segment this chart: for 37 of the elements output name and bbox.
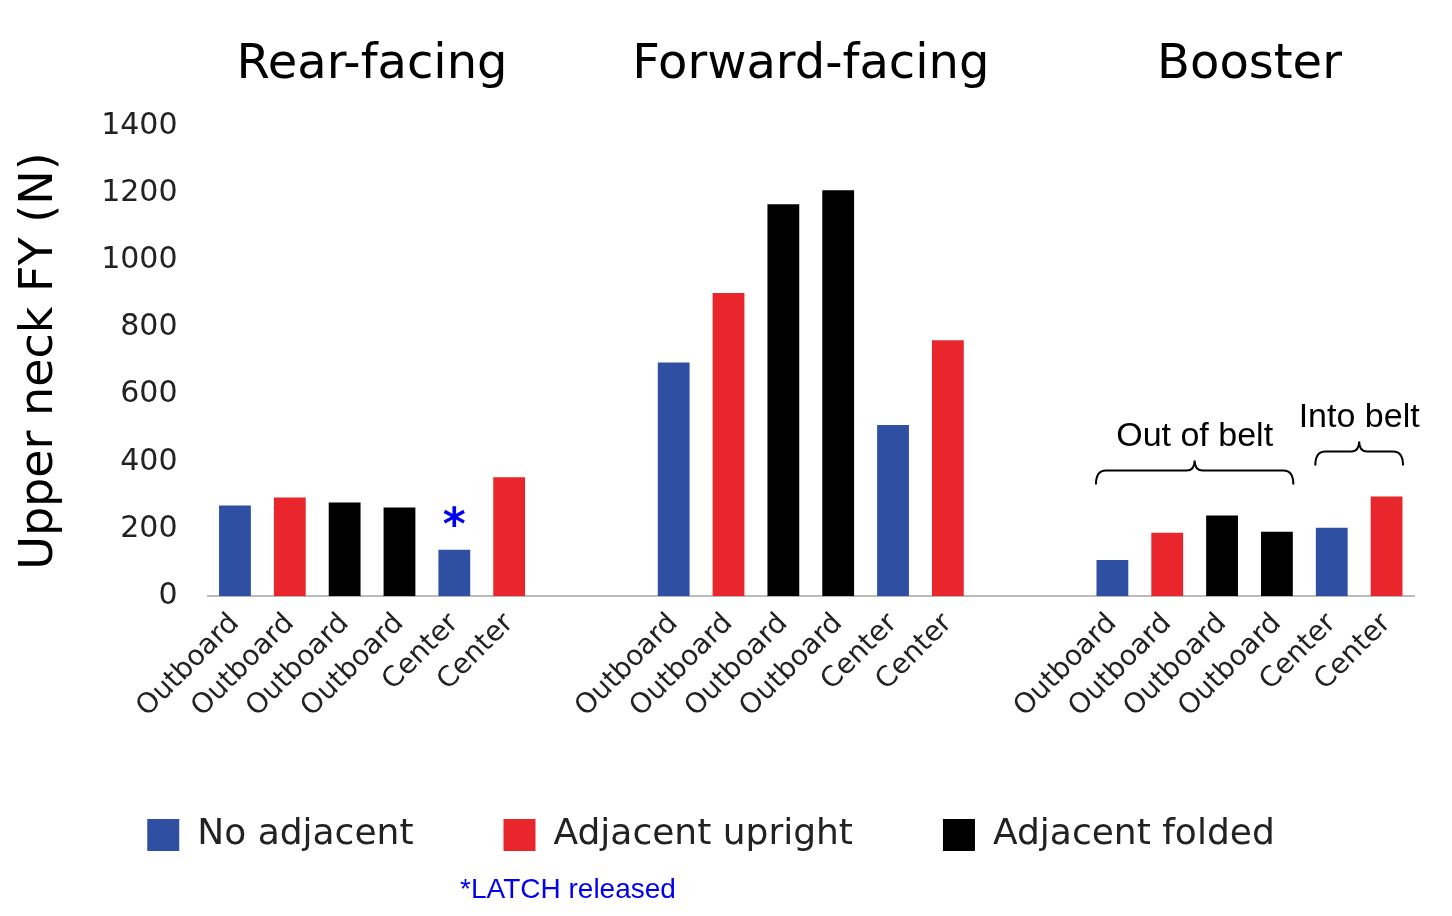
y-tick-label: 1400 (101, 105, 178, 141)
y-tick-label: 1200 (101, 172, 178, 208)
bar (657, 362, 690, 597)
bar (1151, 532, 1184, 597)
y-tick-label: 600 (120, 374, 178, 410)
annotation: Into belt (1298, 395, 1421, 434)
bar (1315, 527, 1348, 597)
bar (493, 477, 526, 597)
text: Booster (1157, 33, 1343, 90)
bar (273, 497, 306, 597)
bar (767, 204, 800, 597)
legend-label: Adjacent folded (992, 811, 1275, 853)
text: *LATCH released (460, 872, 676, 904)
bar (931, 340, 964, 597)
y-tick-label: 800 (120, 307, 178, 343)
bar (1370, 496, 1403, 597)
bar (822, 190, 855, 597)
annotation: Out of belt (1116, 414, 1274, 453)
y-axis-title: Upper neck FY (N) (8, 152, 63, 570)
bar (1261, 531, 1293, 597)
bar (219, 505, 251, 597)
y-tick-label: 200 (120, 508, 178, 544)
legend-label: Adjacent upright (553, 811, 853, 853)
y-tick-label: 0 (158, 575, 178, 611)
bar (438, 549, 471, 597)
bar (877, 424, 909, 597)
text: Rear-facing (236, 33, 508, 90)
bar (1206, 515, 1238, 597)
legend-label: No adjacent (197, 811, 414, 853)
bar (1096, 559, 1129, 597)
annotation: * (442, 498, 466, 550)
y-tick-label: 400 (120, 441, 178, 477)
text: Forward-facing (632, 33, 990, 90)
y-tick-label: 1000 (101, 240, 178, 276)
bar (328, 502, 361, 597)
bar (383, 507, 416, 597)
bar (712, 292, 745, 597)
